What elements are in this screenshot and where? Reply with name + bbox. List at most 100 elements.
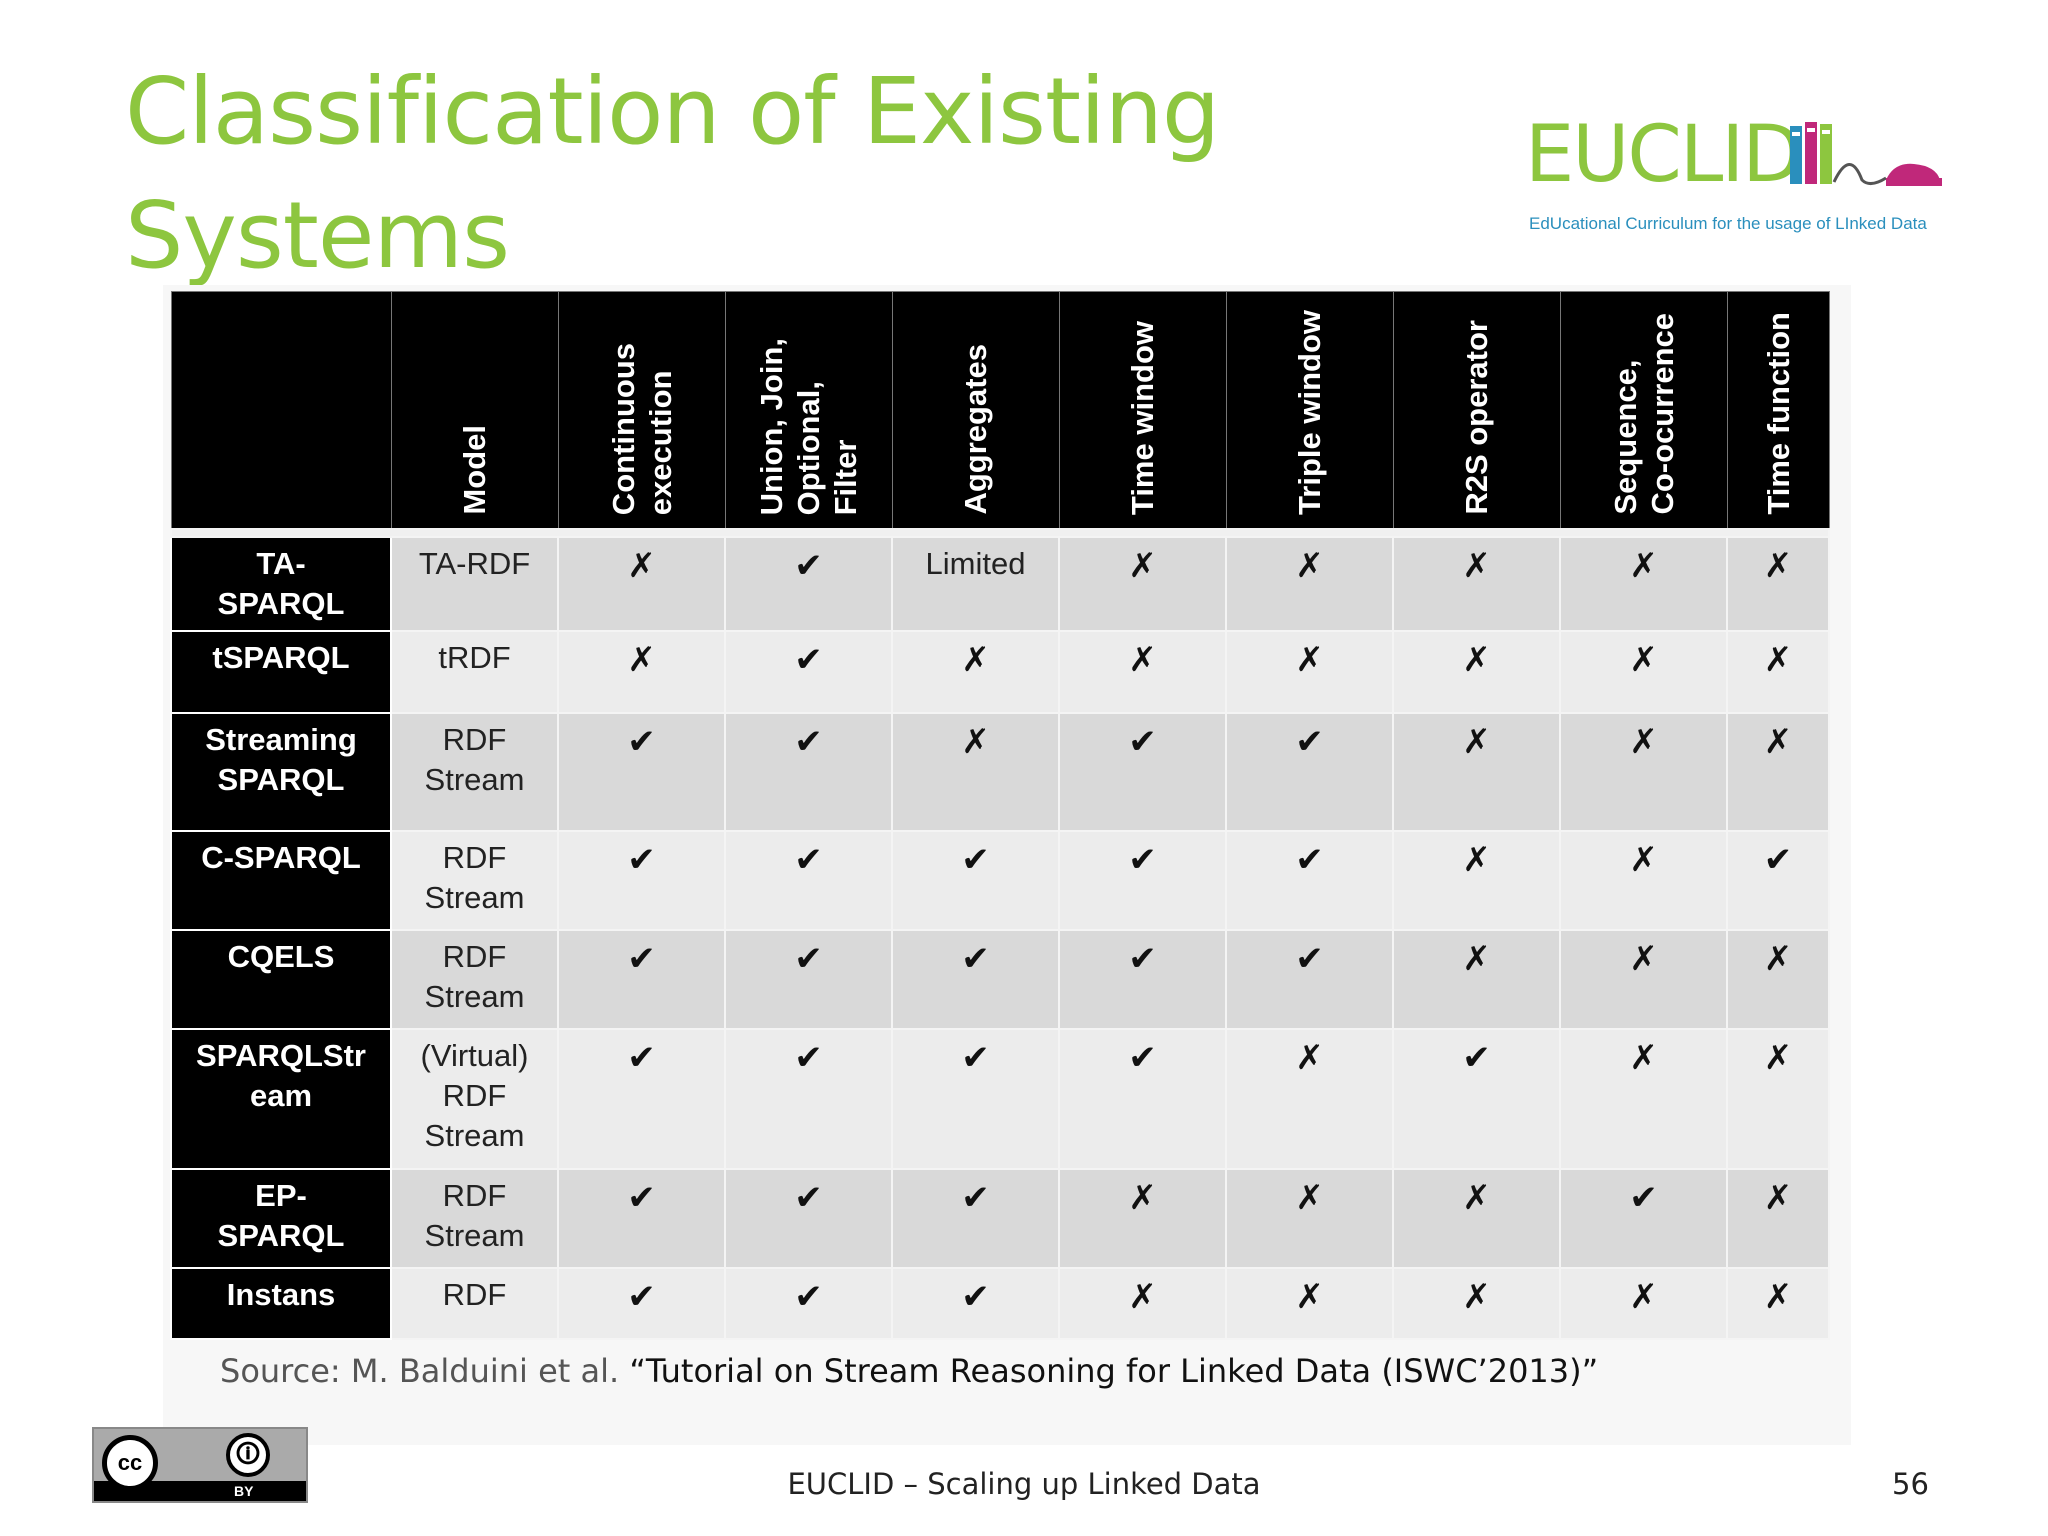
system-name: SPARQLStr eam (170, 1028, 392, 1170)
header-triple-window: Triple window (1225, 291, 1394, 530)
feature-cell: ✗ (1559, 712, 1728, 832)
feature-cell: ✔ (557, 1028, 726, 1170)
header-sequence: Sequence, Co-ocurrence (1559, 291, 1728, 530)
feature-cell: ✗ (1559, 1267, 1728, 1340)
feature-cell: ✗ (1726, 536, 1830, 632)
table-row: CQELS RDF Stream ✔ ✔ ✔ ✔ ✔ ✗ ✗ ✗ (170, 929, 1830, 1030)
attribution-person-icon: 🛈 (226, 1433, 270, 1477)
feature-cell: ✔ (1058, 929, 1227, 1030)
feature-cell: ✗ (891, 630, 1060, 714)
table-row: C-SPARQL RDF Stream ✔ ✔ ✔ ✔ ✔ ✗ ✗ ✔ (170, 830, 1830, 931)
feature-cell: ✔ (1058, 830, 1227, 931)
header-continuous-execution: Continuous execution (557, 291, 726, 530)
feature-cell: ✔ (1058, 712, 1227, 832)
cc-by-license-badge: cc 🛈 BY (92, 1427, 308, 1503)
feature-cell: ✗ (1392, 830, 1561, 931)
feature-cell: ✔ (891, 1028, 1060, 1170)
feature-cell: ✗ (1726, 1028, 1830, 1170)
model-cell: RDF (390, 1267, 559, 1340)
model-cell: RDF Stream (390, 929, 559, 1030)
classification-table: Model Continuous execution Union, Join, … (170, 291, 1830, 1340)
feature-cell: ✔ (1225, 830, 1394, 931)
feature-cell: ✔ (724, 929, 893, 1030)
logo-wordmark: EUCLID (1525, 110, 1802, 200)
header-aggregates: Aggregates (891, 291, 1060, 530)
feature-cell: ✔ (1559, 1168, 1728, 1269)
header-model: Model (390, 291, 559, 530)
feature-cell: ✔ (557, 929, 726, 1030)
feature-cell: ✔ (1225, 929, 1394, 1030)
model-cell: TA-RDF (390, 536, 559, 632)
feature-cell: ✔ (557, 712, 726, 832)
header-union-join: Union, Join, Optional, Filter (724, 291, 893, 530)
feature-cell: ✔ (557, 1267, 726, 1340)
cc-by-label: BY (234, 1483, 254, 1499)
feature-cell: ✗ (1392, 1168, 1561, 1269)
feature-cell: ✗ (1726, 630, 1830, 714)
feature-cell: ✗ (1726, 712, 1830, 832)
header-corner (170, 291, 392, 530)
feature-cell: ✗ (1726, 929, 1830, 1030)
feature-cell: ✔ (891, 830, 1060, 931)
source-citation: Source: M. Balduini et al. “Tutorial on … (220, 1352, 1598, 1390)
feature-cell: ✗ (1559, 830, 1728, 931)
system-name: TA- SPARQL (170, 536, 392, 632)
table-row: Streaming SPARQL RDF Stream ✔ ✔ ✗ ✔ ✔ ✗ … (170, 712, 1830, 832)
header-row: Model Continuous execution Union, Join, … (170, 291, 1830, 530)
system-name: Streaming SPARQL (170, 712, 392, 832)
feature-cell: ✗ (1392, 536, 1561, 632)
feature-cell: ✔ (724, 712, 893, 832)
model-cell: RDF Stream (390, 830, 559, 931)
feature-cell: ✗ (1225, 536, 1394, 632)
system-name: tSPARQL (170, 630, 392, 714)
table-row: SPARQLStr eam (Virtual) RDF Stream ✔ ✔ ✔… (170, 1028, 1830, 1170)
model-cell: tRDF (390, 630, 559, 714)
system-name: C-SPARQL (170, 830, 392, 931)
feature-cell: ✗ (1058, 630, 1227, 714)
feature-cell: ✔ (1225, 712, 1394, 832)
feature-cell: ✗ (1058, 1168, 1227, 1269)
feature-cell: ✗ (1559, 630, 1728, 714)
feature-cell: ✗ (891, 712, 1060, 832)
feature-cell: ✗ (557, 630, 726, 714)
feature-cell: Limited (891, 536, 1060, 632)
feature-cell: ✗ (1392, 929, 1561, 1030)
feature-cell: ✗ (1559, 929, 1728, 1030)
feature-cell: ✔ (891, 929, 1060, 1030)
feature-cell: ✗ (1392, 630, 1561, 714)
source-prefix: Source: M. Balduini et al. (220, 1352, 630, 1390)
feature-cell: ✔ (891, 1267, 1060, 1340)
feature-cell: ✗ (1392, 1267, 1561, 1340)
footer-text: EUCLID – Scaling up Linked Data (787, 1467, 1261, 1501)
table-row: TA- SPARQL TA-RDF ✗ ✔ Limited ✗ ✗ ✗ ✗ ✗ (170, 536, 1830, 632)
logo-tagline: EdUcational Curriculum for the usage of … (1529, 214, 1927, 233)
feature-cell: ✔ (724, 536, 893, 632)
feature-cell: ✗ (1726, 1267, 1830, 1340)
system-name: EP- SPARQL (170, 1168, 392, 1269)
feature-cell: ✗ (1559, 1028, 1728, 1170)
header-time-window: Time window (1058, 291, 1227, 530)
page-number: 56 (1892, 1467, 1929, 1501)
feature-cell: ✔ (557, 1168, 726, 1269)
slide-title: Classification of Existing Systems (125, 58, 1220, 289)
model-cell: RDF Stream (390, 1168, 559, 1269)
system-name: Instans (170, 1267, 392, 1340)
cc-icon: cc (102, 1435, 158, 1491)
feature-cell: ✔ (724, 630, 893, 714)
model-cell: (Virtual) RDF Stream (390, 1028, 559, 1170)
feature-cell: ✔ (724, 1267, 893, 1340)
feature-cell: ✗ (1225, 1028, 1394, 1170)
header-r2s-operator: R2S operator (1392, 291, 1561, 530)
feature-cell: ✗ (1392, 712, 1561, 832)
feature-cell: ✔ (724, 830, 893, 931)
table-row: EP- SPARQL RDF Stream ✔ ✔ ✔ ✗ ✗ ✗ ✔ ✗ (170, 1168, 1830, 1269)
system-name: CQELS (170, 929, 392, 1030)
feature-cell: ✔ (891, 1168, 1060, 1269)
feature-cell: ✗ (1058, 536, 1227, 632)
feature-cell: ✗ (1225, 630, 1394, 714)
feature-cell: ✗ (1225, 1267, 1394, 1340)
model-cell: RDF Stream (390, 712, 559, 832)
table-row: tSPARQL tRDF ✗ ✔ ✗ ✗ ✗ ✗ ✗ ✗ (170, 630, 1830, 714)
feature-cell: ✗ (1559, 536, 1728, 632)
feature-cell: ✔ (724, 1028, 893, 1170)
